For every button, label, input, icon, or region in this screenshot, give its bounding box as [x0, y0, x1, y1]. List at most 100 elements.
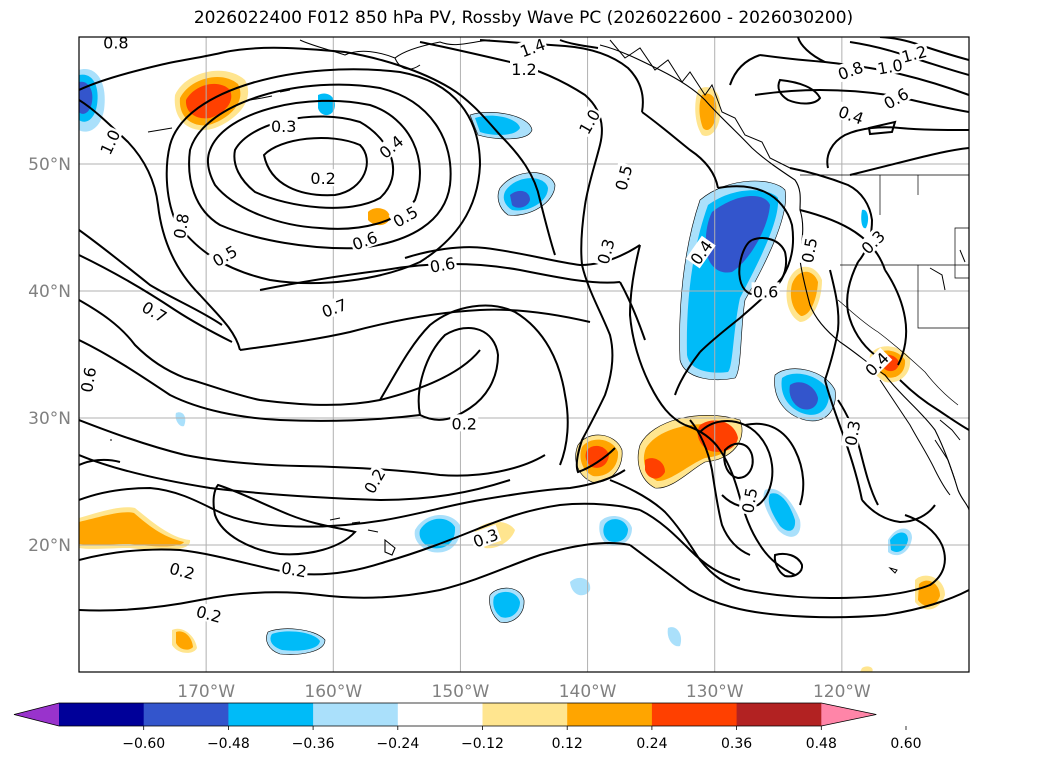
colorbar-tick-label: −0.60 — [122, 736, 165, 752]
contour-label: 0.5 — [797, 234, 821, 266]
svg-text:0.6: 0.6 — [881, 84, 913, 113]
contour-label: 0.7 — [317, 294, 351, 322]
svg-text:0.2: 0.2 — [452, 414, 477, 433]
contour-label: 0.5 — [388, 201, 422, 231]
contour-label: 0.5 — [611, 161, 636, 194]
svg-text:0.7: 0.7 — [138, 298, 170, 327]
svg-text:0.5: 0.5 — [738, 486, 761, 514]
pv-contours — [79, 37, 969, 619]
contour-label: 0.6 — [348, 227, 381, 254]
svg-text:0.3: 0.3 — [858, 227, 889, 258]
map-title: 2026022400 F012 850 hPa PV, Rossby Wave … — [193, 8, 854, 28]
contour-label: 0.2 — [278, 558, 310, 581]
colorbar-bin — [143, 703, 229, 726]
map-frame — [78, 36, 970, 673]
svg-text:0.8: 0.8 — [103, 33, 128, 52]
svg-text:1.0: 1.0 — [575, 106, 604, 138]
colorbar-tick-label: −0.36 — [292, 736, 335, 752]
graticule — [79, 37, 969, 672]
contour-label: 0.2 — [166, 558, 199, 584]
svg-text:0.6: 0.6 — [753, 282, 778, 301]
svg-text:0.5: 0.5 — [798, 236, 821, 264]
contour-label: 0.5 — [738, 485, 761, 516]
contour-label: 0.6 — [879, 83, 913, 113]
colorbar-bin — [397, 703, 483, 726]
contour-label: 0.5 — [208, 241, 241, 271]
contour-label: 0.8 — [834, 57, 867, 84]
colorbar: −0.60 −0.48 −0.36 −0.24 −0.12 0.12 0.24 0.36 0.4… — [13, 702, 922, 752]
contour-label: 1.0 — [874, 55, 906, 79]
colorbar-bin — [228, 703, 314, 726]
contour-label: 0.8 — [169, 210, 193, 242]
colorbar-bin — [59, 703, 145, 726]
anomaly-negative-subtropical — [175, 412, 682, 655]
anomaly-positive-fields — [79, 70, 945, 672]
svg-text:0.2: 0.2 — [167, 559, 197, 584]
svg-text:0.8: 0.8 — [170, 212, 193, 240]
contour-label: 0.8 — [101, 33, 130, 52]
colorbar-bin — [482, 703, 568, 726]
latitude-axis: 20°N 30°N 40°N 50°N — [28, 155, 71, 556]
latitude-tick-label: 20°N — [28, 536, 71, 556]
contour-label: 1.4 — [516, 34, 549, 61]
contour-label: 0.6 — [427, 253, 458, 277]
longitude-tick-label: 140°W — [559, 682, 617, 702]
colorbar-extend-max — [821, 703, 877, 726]
shaded-anomaly-layer — [79, 69, 945, 672]
longitude-axis: 170°W 160°W 150°W 140°W 130°W 120°W — [177, 682, 871, 702]
contour-label: 0.4 — [835, 101, 868, 129]
svg-text:0.6: 0.6 — [77, 366, 100, 394]
colorbar-tick-label: −0.12 — [461, 736, 504, 752]
colorbar-tick-label: 0.36 — [721, 736, 752, 752]
longitude-tick-label: 160°W — [304, 682, 362, 702]
contour-label: 0.6 — [751, 282, 780, 301]
svg-text:1.0: 1.0 — [96, 127, 124, 158]
colorbar-bin — [651, 703, 738, 726]
colorbar-extend-min — [14, 703, 59, 726]
svg-text:0.5: 0.5 — [390, 202, 422, 231]
colorbar-tick-label: 0.60 — [890, 736, 921, 752]
svg-text:0.6: 0.6 — [428, 254, 456, 277]
longitude-tick-label: 150°W — [432, 682, 490, 702]
contour-label: 0.2 — [193, 601, 225, 627]
anomaly-negative-northeast-pacific — [679, 180, 912, 556]
contour-label: 0.3 — [593, 235, 619, 267]
contour-label: 1.0 — [95, 125, 124, 159]
coastlines — [110, 39, 969, 574]
contour-label: 1.2 — [510, 60, 538, 79]
svg-text:0.5: 0.5 — [209, 242, 241, 271]
svg-text:0.3: 0.3 — [841, 419, 864, 447]
latitude-tick-label: 40°N — [28, 282, 71, 302]
contour-label: 0.4 — [374, 130, 408, 163]
svg-text:1.2: 1.2 — [899, 42, 929, 67]
colorbar-bin — [567, 703, 653, 726]
contour-label: 0.6 — [76, 364, 100, 395]
colorbar-bin — [736, 703, 822, 726]
colorbar-tick-label: −0.24 — [376, 736, 419, 752]
colorbar-tick-label: −0.48 — [207, 736, 250, 752]
svg-text:0.5: 0.5 — [611, 163, 636, 193]
svg-text:0.3: 0.3 — [594, 237, 619, 267]
colorbar-outline — [13, 702, 877, 727]
colorbar-tick-label: 0.24 — [636, 736, 667, 752]
anomaly-negative-alaska-pacific — [79, 69, 555, 216]
longitude-tick-label: 170°W — [177, 682, 235, 702]
longitude-tick-label: 120°W — [813, 682, 871, 702]
colorbar-tick-label: 0.48 — [806, 736, 837, 752]
svg-text:1.0: 1.0 — [876, 55, 904, 78]
contour-label: 0.3 — [841, 417, 864, 449]
svg-text:0.2: 0.2 — [310, 169, 335, 188]
contour-label: 0.2 — [309, 169, 338, 188]
contour-label: 0.3 — [856, 225, 889, 258]
svg-text:0.3: 0.3 — [271, 117, 296, 136]
colorbar-tick-label: 0.12 — [552, 736, 583, 752]
longitude-tick-label: 130°W — [686, 682, 744, 702]
contour-label: 1.0 — [574, 104, 604, 138]
svg-text:0.2: 0.2 — [280, 558, 308, 581]
svg-text:0.4: 0.4 — [376, 132, 408, 163]
contour-label: 0.2 — [450, 414, 479, 433]
latitude-tick-label: 30°N — [28, 409, 71, 429]
svg-text:0.2: 0.2 — [194, 602, 224, 627]
latitude-tick-label: 50°N — [28, 155, 71, 175]
